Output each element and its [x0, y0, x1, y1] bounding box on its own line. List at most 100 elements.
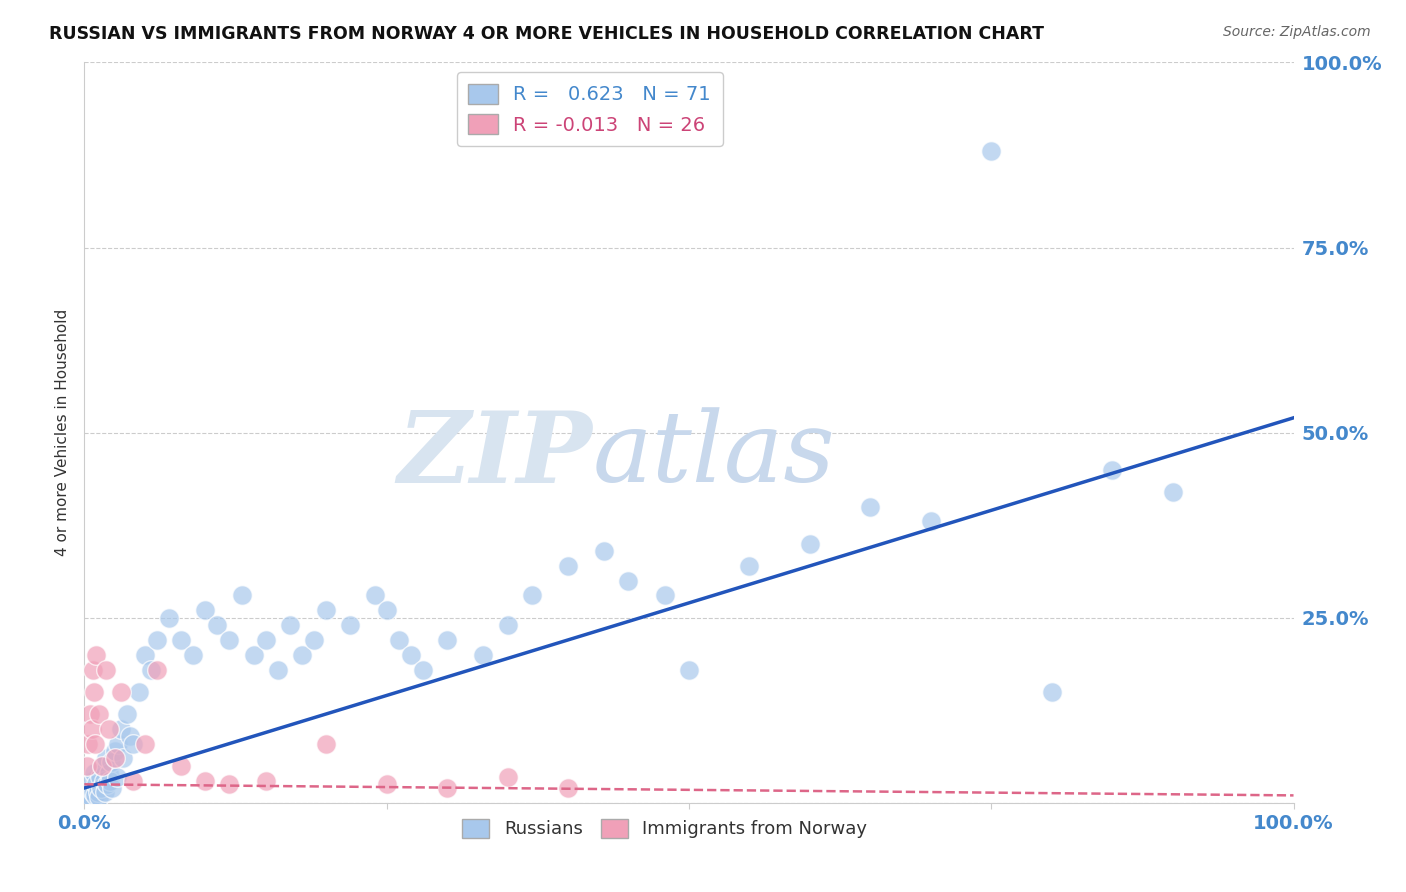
- Point: [375, 603, 398, 617]
- Point: [278, 618, 301, 632]
- Point: [557, 780, 579, 795]
- Point: [94, 663, 117, 677]
- Point: [170, 758, 193, 772]
- Point: [84, 789, 107, 803]
- Point: [520, 589, 543, 603]
- Point: [267, 663, 290, 677]
- Point: [115, 706, 138, 721]
- Point: [84, 737, 107, 751]
- Point: [128, 685, 150, 699]
- Point: [231, 589, 253, 603]
- Point: [363, 589, 385, 603]
- Point: [87, 789, 110, 804]
- Point: [110, 722, 132, 736]
- Point: [254, 632, 277, 647]
- Point: [315, 737, 337, 751]
- Point: [412, 663, 434, 677]
- Point: [107, 737, 129, 751]
- Point: [112, 751, 135, 765]
- Point: [91, 758, 114, 772]
- Point: [104, 744, 127, 758]
- Point: [399, 648, 422, 662]
- Point: [121, 773, 143, 788]
- Point: [77, 789, 100, 803]
- Point: [194, 773, 217, 788]
- Point: [97, 722, 120, 736]
- Point: [181, 648, 204, 662]
- Point: [799, 536, 821, 550]
- Point: [86, 777, 108, 791]
- Point: [146, 663, 169, 677]
- Point: [1161, 484, 1184, 499]
- Point: [139, 663, 162, 677]
- Point: [617, 574, 640, 588]
- Point: [105, 770, 128, 784]
- Point: [315, 603, 337, 617]
- Point: [254, 773, 277, 788]
- Point: [207, 618, 229, 632]
- Point: [98, 773, 121, 788]
- Point: [91, 758, 114, 772]
- Point: [496, 618, 519, 632]
- Point: [83, 766, 105, 780]
- Point: [1040, 685, 1063, 699]
- Point: [1101, 462, 1123, 476]
- Point: [79, 792, 101, 806]
- Text: RUSSIAN VS IMMIGRANTS FROM NORWAY 4 OR MORE VEHICLES IN HOUSEHOLD CORRELATION CH: RUSSIAN VS IMMIGRANTS FROM NORWAY 4 OR M…: [49, 25, 1045, 43]
- Point: [76, 758, 98, 772]
- Point: [170, 632, 193, 647]
- Point: [100, 755, 122, 769]
- Point: [79, 706, 101, 721]
- Point: [436, 632, 458, 647]
- Point: [678, 663, 700, 677]
- Point: [218, 777, 240, 791]
- Point: [104, 751, 127, 765]
- Legend: Russians, Immigrants from Norway: Russians, Immigrants from Norway: [456, 812, 875, 846]
- Point: [120, 729, 142, 743]
- Point: [86, 648, 108, 662]
- Point: [101, 780, 124, 795]
- Point: [388, 632, 411, 647]
- Point: [654, 589, 676, 603]
- Point: [87, 706, 110, 721]
- Point: [496, 770, 519, 784]
- Y-axis label: 4 or more Vehicles in Household: 4 or more Vehicles in Household: [55, 309, 70, 557]
- Text: ZIP: ZIP: [398, 407, 592, 503]
- Point: [77, 737, 100, 751]
- Point: [77, 792, 100, 806]
- Text: Source: ZipAtlas.com: Source: ZipAtlas.com: [1223, 25, 1371, 39]
- Point: [110, 685, 132, 699]
- Point: [121, 737, 143, 751]
- Point: [980, 145, 1002, 159]
- Point: [89, 770, 111, 784]
- Point: [593, 544, 616, 558]
- Point: [82, 663, 104, 677]
- Point: [146, 632, 169, 647]
- Point: [218, 632, 240, 647]
- Text: atlas: atlas: [592, 407, 835, 502]
- Point: [157, 610, 180, 624]
- Point: [291, 648, 314, 662]
- Point: [90, 780, 112, 795]
- Point: [96, 777, 118, 791]
- Point: [93, 773, 115, 788]
- Point: [472, 648, 495, 662]
- Point: [375, 777, 398, 791]
- Point: [859, 500, 882, 514]
- Point: [94, 751, 117, 765]
- Point: [134, 648, 156, 662]
- Point: [94, 785, 117, 799]
- Point: [80, 722, 103, 736]
- Point: [97, 766, 120, 780]
- Point: [82, 785, 104, 799]
- Point: [80, 773, 103, 788]
- Point: [738, 558, 761, 573]
- Point: [557, 558, 579, 573]
- Point: [242, 648, 264, 662]
- Point: [86, 785, 108, 799]
- Point: [134, 737, 156, 751]
- Point: [194, 603, 217, 617]
- Point: [80, 780, 103, 795]
- Point: [920, 515, 942, 529]
- Point: [302, 632, 325, 647]
